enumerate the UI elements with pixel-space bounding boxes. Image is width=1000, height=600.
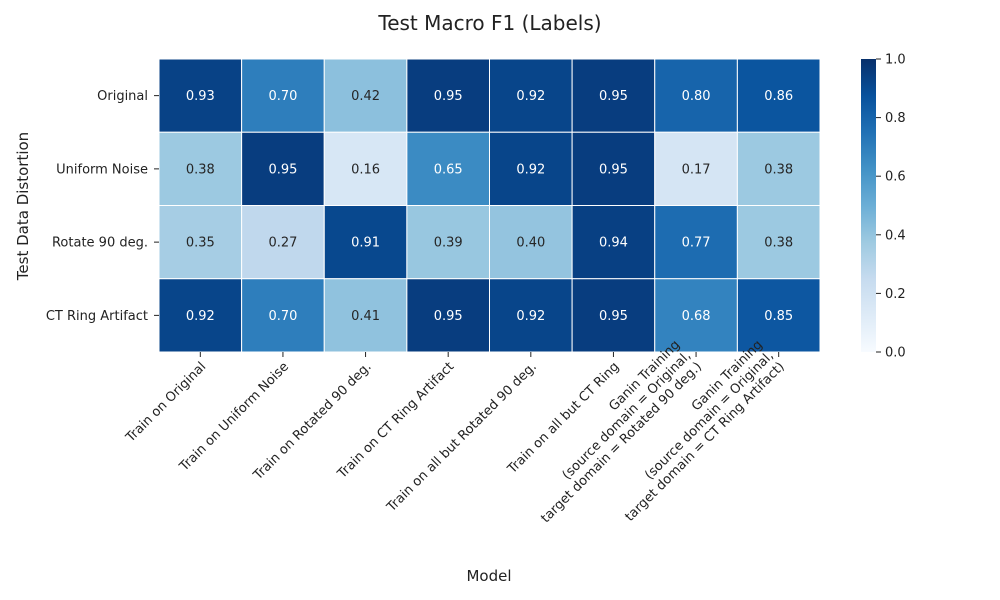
heatmap-cell	[406, 131, 490, 206]
cell-value-label: 0.38	[764, 162, 793, 177]
heatmap-cell	[158, 278, 243, 353]
cell-value-label: 0.95	[599, 162, 628, 177]
x-tick-label-line: Train on Original	[123, 359, 210, 446]
row-labels: Original Uniform Noise Rotate 90 deg. CT Ri…	[46, 89, 159, 324]
heatmap-cell	[654, 205, 738, 280]
cell-value-label: 0.86	[764, 89, 793, 104]
x-tick-label: Train on all but Rotated 90 deg.	[384, 359, 540, 515]
cell-value-label: 0.39	[434, 236, 463, 251]
heatmap-cell	[406, 205, 490, 280]
cell-value-label: 0.93	[186, 89, 215, 104]
heatmap-cell	[571, 58, 656, 133]
y-axis-label: Test Data Distortion	[14, 132, 32, 281]
heatmap-cell	[406, 278, 490, 353]
heatmap-cell	[489, 205, 573, 280]
colorbar-tick-label: 0.8	[885, 111, 906, 126]
cell-value-label: 0.16	[351, 162, 380, 177]
colorbar-tick-label: 0.2	[885, 287, 906, 302]
chart-title: Test Macro F1 (Labels)	[377, 11, 601, 35]
heatmap-cell	[406, 58, 490, 133]
y-tick-label: Original	[97, 89, 148, 104]
cell-value-label: 0.92	[186, 309, 215, 324]
colorbar-tick-label: 0.0	[885, 346, 906, 361]
heatmap-cell	[571, 131, 656, 206]
x-tick-label: Train on Original	[123, 359, 210, 446]
colorbar-gradient	[861, 59, 876, 352]
colorbar-tick-label: 1.0	[885, 53, 906, 68]
cell-value-label: 0.41	[351, 309, 380, 324]
heatmap-cell	[654, 278, 738, 353]
cell-value-label: 0.68	[682, 309, 711, 324]
heatmap-cell	[736, 205, 821, 280]
y-tick-label: Rotate 90 deg.	[52, 236, 148, 251]
cell-value-label: 0.80	[682, 89, 711, 104]
heatmap-cell	[489, 278, 573, 353]
x-axis-label: Model	[466, 567, 511, 585]
heatmap-cell	[489, 58, 573, 133]
heatmap-cell	[323, 205, 408, 280]
cell-value-label: 0.70	[268, 309, 297, 324]
cell-value-label: 0.92	[516, 162, 545, 177]
heatmap-cell	[571, 205, 656, 280]
heatmap-cells: 0.93 0.70 0.42 0.95 0.92 0.95 0.80 0.86 0.38 0.95…	[158, 58, 821, 353]
cell-value-label: 0.35	[186, 236, 215, 251]
colorbar-tick-label: 0.4	[885, 228, 906, 243]
cell-value-label: 0.65	[434, 162, 463, 177]
heatmap-cell	[158, 58, 243, 133]
cell-value-label: 0.38	[186, 162, 215, 177]
colorbar-tick-label: 0.6	[885, 170, 906, 185]
heatmap-cell	[241, 131, 325, 206]
cell-value-label: 0.27	[268, 236, 297, 251]
heatmap-cell	[736, 58, 821, 133]
cell-value-label: 0.94	[599, 236, 628, 251]
heatmap-cell	[489, 131, 573, 206]
cell-value-label: 0.95	[268, 162, 297, 177]
cell-value-label: 0.42	[351, 89, 380, 104]
cell-value-label: 0.95	[434, 309, 463, 324]
cell-value-label: 0.85	[764, 309, 793, 324]
cell-value-label: 0.77	[682, 236, 711, 251]
x-tick-label-line: Train on all but Rotated 90 deg.	[384, 359, 540, 515]
heatmap-cell	[736, 131, 821, 206]
cell-value-label: 0.40	[516, 236, 545, 251]
cell-value-label: 0.95	[599, 89, 628, 104]
cell-value-label: 0.95	[434, 89, 463, 104]
heatmap-cell	[323, 278, 408, 353]
colorbar: 0.0 0.2 0.4 0.6 0.8 1.0	[861, 53, 906, 361]
cell-value-label: 0.92	[516, 89, 545, 104]
y-tick-label: Uniform Noise	[56, 162, 148, 177]
cell-value-label: 0.95	[599, 309, 628, 324]
y-tick-label: CT Ring Artifact	[46, 309, 148, 324]
cell-value-label: 0.17	[682, 162, 711, 177]
heatmap-cell	[241, 58, 325, 133]
cell-value-label: 0.70	[268, 89, 297, 104]
cell-value-label: 0.92	[516, 309, 545, 324]
heatmap-cell	[241, 205, 325, 280]
cell-value-label: 0.38	[764, 236, 793, 251]
heatmap-cell	[323, 58, 408, 133]
cell-value-label: 0.91	[351, 236, 380, 251]
